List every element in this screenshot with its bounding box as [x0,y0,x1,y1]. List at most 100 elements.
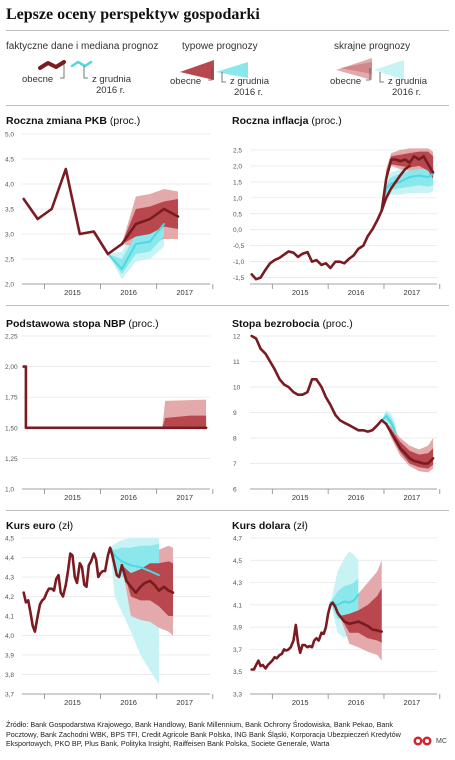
cpi-ytick-label: -1,5 [233,275,245,282]
usd-actual-line [250,601,342,671]
unemp-ytick-label: 9 [233,410,237,417]
usd-ytick-label: 4,5 [233,558,242,565]
rate-ytick-label: 2,25 [5,334,18,341]
legend-typical-current-swatch [180,60,214,80]
legend-extreme-header: skrajne prognozy [334,41,411,52]
usd-title: Kurs dolara [232,520,291,532]
legend-typical-dec-swatch [216,62,248,78]
cpi-chart: -1,5 -1,0 -0,5 0,0 0,5 1,0 1,5 2,0 2,5 2015 2016 20… [233,147,441,297]
unemp-ytick-label: 7 [233,461,237,468]
author-credit: MC [436,738,447,745]
eur-unit: (zł) [58,520,74,532]
eur-ytick-label: 3,9 [5,653,14,660]
usd-ytick-label: 3,9 [233,625,242,632]
gdp-ytick-label: 3,5 [5,207,14,214]
usd-chart: 3,3 3,5 3,7 3,9 4,1 4,3 4,5 4,7 2015 2016 2017 [233,536,441,707]
gdp-ytick-label: 3,0 [5,232,14,239]
usd-xtick-label: 2015 [292,698,309,707]
cpi-ytick-label: 2,0 [233,163,242,170]
panel-title-cpi: Roczna inflacja (proc.) [232,115,342,127]
eur-current-median-line [120,564,175,594]
panel-title-rate: Podstawowa stopa NBP (proc.) [6,318,159,330]
cpi-ytick-label: 1,0 [233,195,242,202]
usd-ytick-label: 4,3 [233,580,242,587]
legend-dec-label-3a: z grudnia [388,76,428,87]
eur-ytick-label: 4,1 [5,614,14,621]
eur-dec-median-line [109,546,160,577]
gdp-xtick-label: 2015 [64,288,81,297]
cpi-ytick-label: 1,5 [233,179,242,186]
eur-ytick-label: 4,3 [5,575,14,582]
gdp-current-median-line [120,207,180,246]
rate-xtick-label: 2016 [120,493,137,502]
gdp-ytick-label: 5,0 [5,132,14,139]
eur-chart: 3,7 3,8 3,9 4,0 4,1 4,2 4,3 4,4 4,5 2015 2016 2017 [5,536,214,707]
eur-ytick-label: 4,0 [5,633,14,640]
cpi-xtick-label: 2016 [348,288,365,297]
legend-current-label-2: obecne [170,76,202,87]
unemp-current-typical-band [386,424,434,469]
cpi-ytick-label: -0,5 [233,243,245,250]
usd-unit: (zł) [293,520,308,532]
usd-dec-median-line [329,593,360,606]
rate-ytick-label: 1,50 [5,425,18,432]
rate-ytick-label: 2,00 [5,364,18,371]
rate-title: Podstawowa stopa NBP [6,318,126,330]
legend-dec-line-small [70,60,93,68]
eur-ytick-label: 4,4 [5,555,14,562]
gdp-xtick-label: 2016 [120,288,137,297]
divider-row-1 [6,305,449,306]
gdp-unit: (proc.) [109,115,141,127]
legend-actual-line [38,60,66,70]
rate-unit: (proc.) [128,318,159,330]
gdp-xtick-label: 2017 [176,288,193,297]
panel-title-eur: Kurs euro (zł) [6,520,73,532]
cpi-title: Roczna inflacja [232,115,309,127]
legend-actual-leader [60,64,65,79]
unemp-title: Stopa bezrobocia [232,318,320,330]
legend-extreme-current-swatch [336,58,372,80]
usd-xtick-label: 2017 [404,698,421,707]
panel-title-unemp: Stopa bezrobocia (proc.) [232,318,353,330]
eur-xtick-label: 2017 [176,698,193,707]
rate-xtick-label: 2017 [176,493,193,502]
gdp-ytick-label: 2,5 [5,257,14,264]
rate-chart: 1,0 1,25 1,50 1,75 2,00 2,25 2015 2016 2017 [5,334,214,502]
rate-ytick-label: 1,25 [5,456,18,463]
rate-ytick-label: 1,0 [5,487,14,494]
divider-legend [6,105,449,106]
legend-dec-label-1b: 2016 r. [96,85,126,96]
legend-actual-header: faktyczne dane i mediana prognoz [6,41,159,52]
eur-title: Kurs euro [6,520,56,532]
publisher-logo-icon [413,736,432,746]
cpi-unit: (proc.) [311,115,342,127]
rate-current-typical-band [162,415,207,428]
page-title: Lepsze oceny perspektyw gospodarki [6,6,260,23]
cpi-current-median-line [380,155,435,212]
unemp-current-median-line [384,422,435,465]
eur-ytick-label: 3,8 [5,672,14,679]
cpi-ytick-label: -1,0 [233,259,245,266]
panel-title-gdp: Roczna zmiana PKB (proc.) [6,115,140,127]
unemp-xtick-label: 2015 [292,493,309,502]
gdp-ytick-label: 2,0 [5,282,14,289]
legend-current-label-1: obecne [22,74,54,85]
divider-row-2 [6,510,449,511]
gdp-dec-median-line [106,223,165,270]
usd-ytick-label: 4,1 [233,602,242,609]
eur-actual-line [22,546,124,633]
usd-ytick-label: 3,7 [233,647,242,654]
legend-current-label-3: obecne [330,76,362,87]
source-note: Źródło: Bank Gospodarstwa Krajowego, Ban… [6,720,401,748]
cpi-xtick-label: 2015 [292,288,309,297]
eur-xtick-label: 2015 [64,698,81,707]
legend-extreme-dec-swatch [374,60,404,80]
gdp-ytick-label: 4,5 [5,157,14,164]
usd-xtick-label: 2016 [348,698,365,707]
cpi-ytick-label: 0,0 [233,227,242,234]
cpi-dec-typical-band [381,167,434,211]
legend-dec-leader [83,66,88,79]
unemp-ytick-label: 6 [233,487,237,494]
cpi-ytick-label: 2,5 [233,147,242,154]
cpi-current-typical-band [381,151,434,211]
